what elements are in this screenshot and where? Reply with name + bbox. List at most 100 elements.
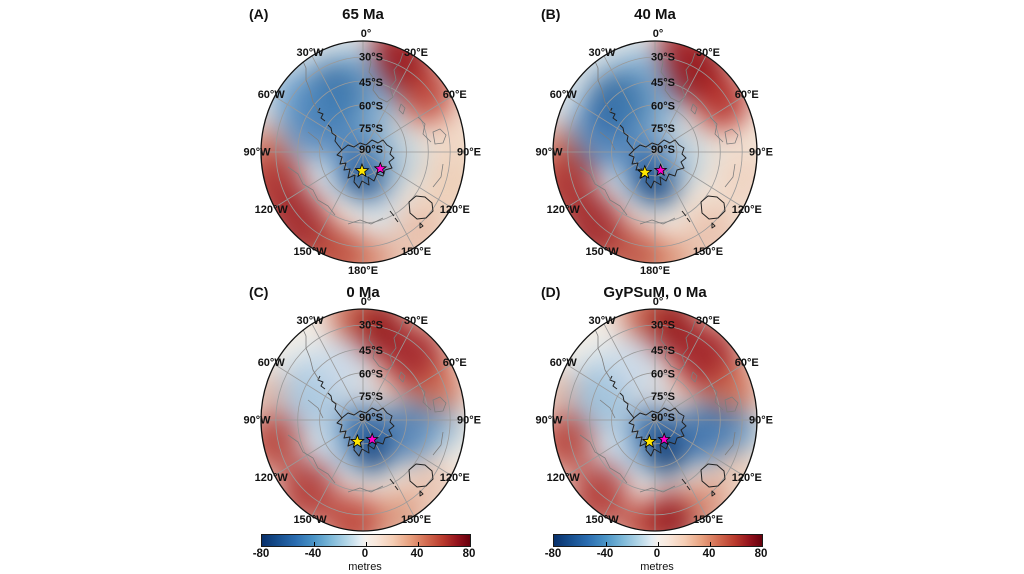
colorbar-tick: 80 — [754, 548, 768, 560]
magenta-star-marker — [657, 432, 671, 446]
lon-label: 30°E — [404, 47, 428, 59]
lat-label: 90°S — [359, 144, 383, 156]
lon-label: 60°E — [443, 89, 467, 101]
lon-label: 60°E — [735, 89, 759, 101]
lon-label: 120°E — [440, 204, 470, 216]
map-40ma: 0° 30°E 60°E 90°E 120°E 150°E 180°E 150°W 120°W 9… — [535, 28, 773, 277]
map-boundary — [552, 308, 758, 532]
coastlines-continents — [579, 319, 739, 493]
lon-label: 90°W — [535, 415, 563, 427]
coastlines-antarctica — [317, 375, 434, 497]
coastlines-antarctica — [317, 107, 434, 229]
magenta-star-marker — [365, 432, 379, 446]
lon-label: 150°E — [401, 514, 431, 526]
lon-label: 120°E — [732, 472, 762, 484]
lon-label: 180°E — [640, 265, 670, 277]
magenta-star-marker — [653, 163, 668, 177]
map-boundary — [260, 308, 466, 532]
coastlines-continents — [579, 51, 739, 225]
yellow-star-marker — [349, 433, 365, 449]
lon-label: 90°W — [243, 147, 271, 159]
lon-label: 60°W — [258, 89, 286, 101]
lon-label: 30°E — [404, 315, 428, 327]
map-field — [553, 309, 757, 531]
lon-label: 150°E — [401, 246, 431, 258]
map-boundary — [552, 40, 758, 264]
lon-label: 0° — [361, 296, 372, 308]
lon-label: 60°W — [550, 357, 578, 369]
yellow-star-marker — [354, 162, 370, 178]
lat-label: 90°S — [651, 144, 675, 156]
lon-label: 150°E — [693, 514, 723, 526]
map-65ma: 0° 30°E 60°E 90°E 120°E 150°E 180°E 150°W 120°W 9… — [243, 28, 481, 277]
colorbar-gradient — [553, 534, 763, 547]
panel-c-title: 0 Ma — [346, 284, 380, 301]
colorbar-tick: -80 — [252, 548, 270, 560]
lat-label: 45°S — [359, 77, 383, 89]
colorbar-tick: -40 — [304, 548, 322, 560]
colorbar-right: -80 -40 0 40 80 metres — [539, 534, 775, 574]
panel-a-letter: (A) — [249, 6, 269, 22]
coastlines-antarctica — [609, 375, 726, 497]
lon-label: 150°W — [585, 514, 619, 526]
colorbar-gradient — [261, 534, 471, 547]
lat-label: 30°S — [359, 320, 383, 332]
lon-label: 150°W — [293, 246, 327, 258]
lat-label: 60°S — [651, 101, 675, 113]
lat-label: 30°S — [651, 52, 675, 64]
lon-label: 90°W — [243, 415, 271, 427]
coastlines-continents — [287, 51, 447, 225]
panel-d-letter: (D) — [541, 284, 561, 300]
lon-label: 90°E — [749, 415, 773, 427]
panel-b-header: (B) 40 Ma — [523, 6, 787, 26]
lat-label: 30°S — [359, 52, 383, 64]
map-gypsum-0ma: 0°30°E60°E90°E120°E150°E180°E150°W120°W9… — [535, 296, 773, 545]
lon-label: 60°W — [258, 357, 286, 369]
lat-label: 75°S — [651, 123, 675, 135]
colorbar-tick: 40 — [410, 548, 424, 560]
graticule — [261, 41, 465, 263]
graticule — [553, 309, 757, 531]
panel-c-letter: (C) — [249, 284, 269, 300]
lon-label: 120°E — [440, 472, 470, 484]
map-field — [261, 41, 465, 263]
panel-d: (D) GyPSuM, 0 Ma 0° 30°E 60°E 90°E 120°E 150°… — [523, 278, 787, 556]
yellow-star-marker — [641, 433, 657, 449]
colorbar-innertick — [366, 542, 367, 546]
colorbar-innertick — [314, 542, 315, 546]
lon-label: 90°E — [457, 147, 481, 159]
lat-label: 75°S — [359, 123, 383, 135]
lon-label: 150°W — [293, 514, 327, 526]
lat-label: 60°S — [651, 369, 675, 381]
lon-label: 30°E — [696, 315, 720, 327]
lon-label: 120°W — [255, 204, 289, 216]
colorbar-tick: 0 — [653, 548, 661, 560]
colorbar-unit-label: metres — [640, 561, 674, 573]
coastlines-antarctica — [609, 107, 726, 229]
lon-label: 120°W — [547, 472, 581, 484]
lon-label: 0° — [361, 28, 372, 40]
colorbar-tick: 80 — [462, 548, 476, 560]
lon-label: 0° — [653, 28, 664, 40]
colorbar-tick: -40 — [596, 548, 614, 560]
lat-label: 90°S — [651, 412, 675, 424]
lat-label: 60°S — [359, 101, 383, 113]
lon-label: 60°E — [735, 357, 759, 369]
lat-label: 45°S — [651, 345, 675, 357]
lon-label: 30°W — [588, 315, 616, 327]
panel-d-header: (D) GyPSuM, 0 Ma — [523, 284, 787, 304]
panel-c: (C) 0 Ma 0°30°E60°E90°E120°E150°E180°E15… — [231, 278, 495, 556]
colorbar-innertick — [710, 542, 711, 546]
lon-label: 180°E — [348, 265, 378, 277]
panel-a-title: 65 Ma — [342, 6, 384, 23]
map-field — [553, 41, 757, 263]
lat-label: 45°S — [359, 345, 383, 357]
lon-label: 90°W — [535, 147, 563, 159]
lat-label: 30°S — [651, 320, 675, 332]
map-field — [261, 309, 465, 531]
panel-b-letter: (B) — [541, 6, 561, 22]
colorbar-tick: 40 — [702, 548, 716, 560]
map-0ma: 0°30°E60°E90°E120°E150°E180°E150°W120°W9… — [243, 296, 481, 545]
lon-label: 30°W — [296, 47, 324, 59]
